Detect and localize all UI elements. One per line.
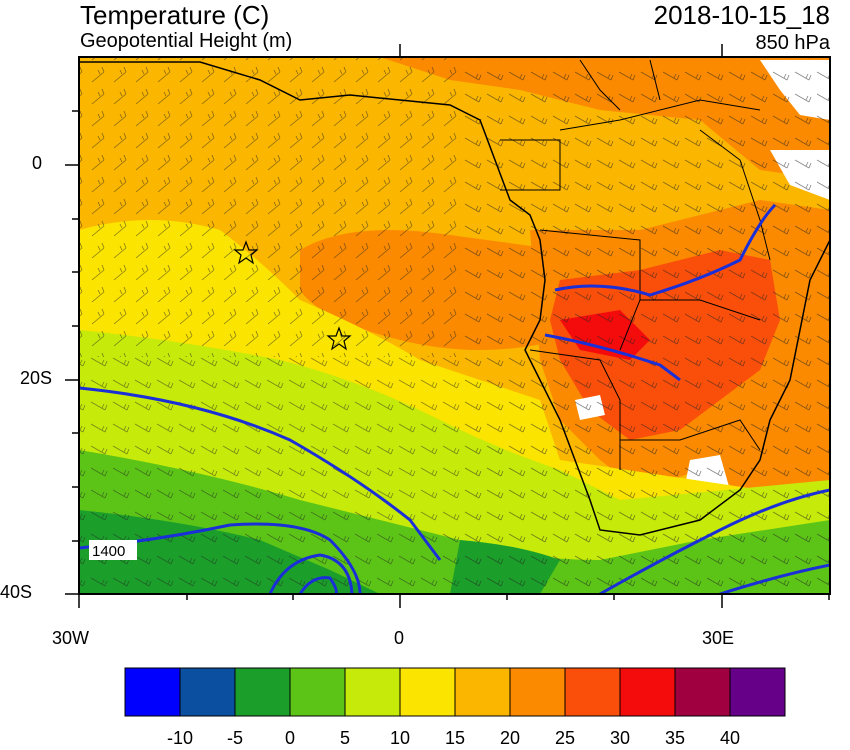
colorbar-swatch	[564, 667, 621, 717]
datetime-label: 2018-10-15_18	[653, 0, 830, 30]
colorbar-swatch	[619, 667, 676, 717]
map-area: 1400	[79, 57, 830, 594]
colorbar-swatch	[344, 667, 401, 717]
colorbar-label: -10	[167, 728, 193, 748]
island-marker	[326, 326, 352, 351]
colorbar-swatch	[234, 667, 291, 717]
pressure-level-label: 850 hPa	[755, 32, 830, 54]
colorbar-label: 30	[610, 728, 630, 748]
colorbar-label: 35	[665, 728, 685, 748]
colorbar: -10 -5 0 5 10 15 20 25 30 35 40	[124, 667, 786, 748]
y-tick-label: 40S	[0, 582, 33, 602]
axis-ticks	[65, 44, 830, 608]
colorbar-label: 10	[390, 728, 410, 748]
colorbar-label: -5	[227, 728, 243, 748]
colorbar-swatch	[674, 667, 731, 717]
colorbar-swatch	[289, 667, 346, 717]
colorbar-label: 15	[445, 728, 465, 748]
colorbar-label: 20	[500, 728, 520, 748]
colorbar-label: 40	[720, 728, 740, 748]
country-borders	[500, 59, 771, 470]
colorbar-swatch	[399, 667, 456, 717]
geopotential-contours	[79, 203, 830, 594]
x-tick-label: 0	[394, 628, 405, 648]
colorbar-swatch	[454, 667, 511, 717]
colorbar-swatch	[124, 667, 181, 717]
coastline	[79, 61, 830, 536]
contour-label-box	[89, 540, 137, 560]
x-tick-label: 30W	[52, 628, 90, 648]
y-tick-label: 20S	[20, 368, 53, 388]
colorbar-label: 25	[555, 728, 575, 748]
colorbar-swatch	[509, 667, 566, 717]
plot-title: Temperature (C)	[80, 0, 270, 30]
colorbar-label: 5	[340, 728, 350, 748]
colorbar-swatch	[729, 667, 786, 717]
x-tick-label: 30E	[702, 628, 735, 648]
contour-label: 1400	[92, 543, 125, 560]
plot-subtitle: Geopotential Height (m)	[80, 30, 293, 52]
colorbar-swatch	[179, 667, 236, 717]
y-tick-label: 0	[32, 153, 43, 173]
island-marker	[233, 240, 259, 265]
colorbar-label: 0	[285, 728, 295, 748]
